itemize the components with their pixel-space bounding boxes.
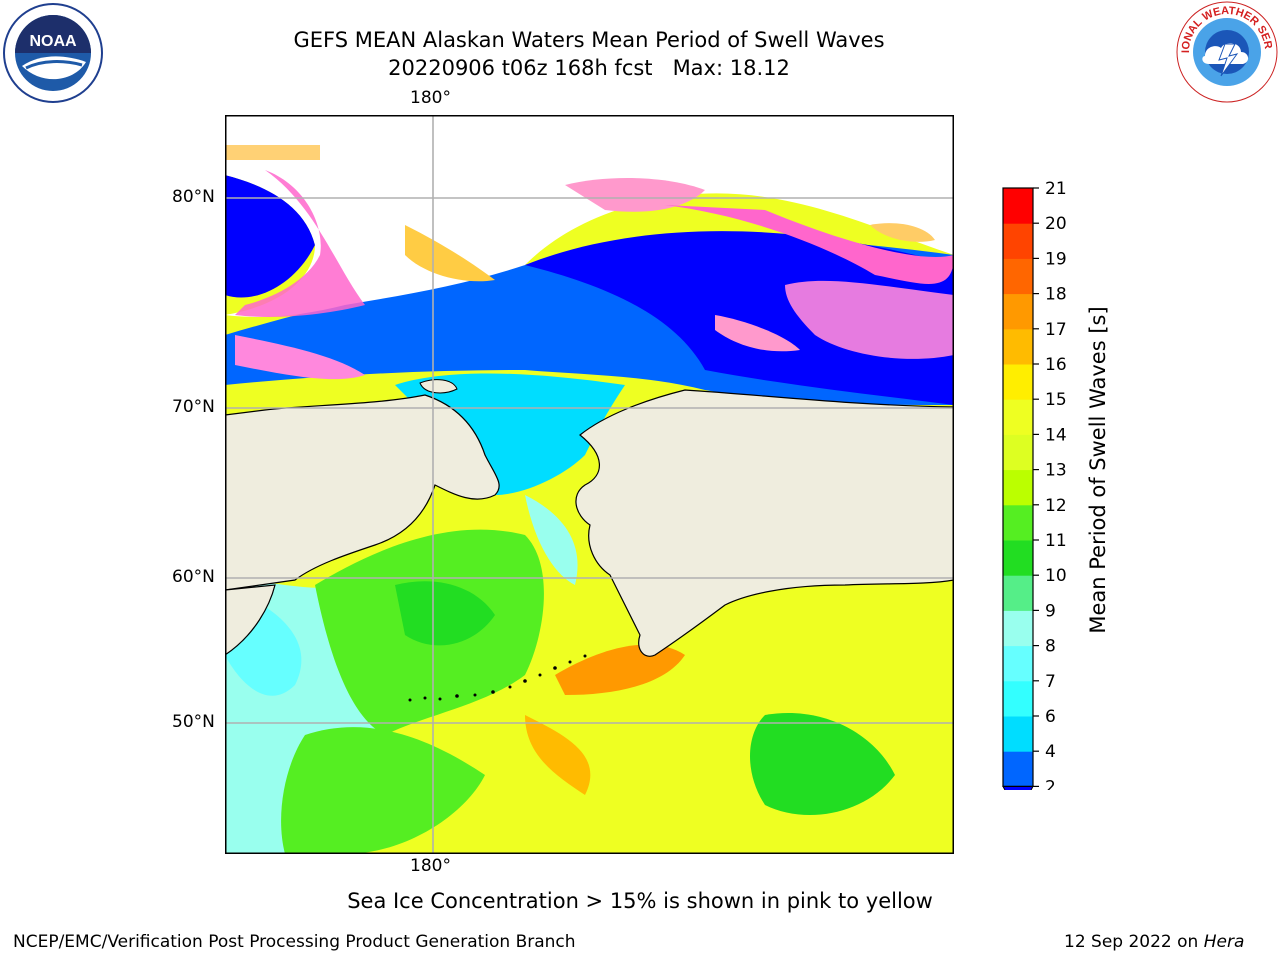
colorbar-tick-label: 16	[1045, 355, 1067, 375]
colorbar-bin	[1003, 645, 1033, 682]
noaa-logo: NOAA	[3, 3, 103, 103]
lat-label-70n: 70°N	[172, 397, 215, 417]
colorbar-tick-label: 14	[1045, 425, 1067, 445]
noaa-logo-text: NOAA	[29, 33, 77, 50]
colorbar-tick-label: 10	[1045, 566, 1067, 586]
colorbar-bin	[1003, 328, 1033, 365]
aleutian-islands	[408, 654, 587, 702]
swell-field-cyan-bering	[525, 495, 578, 585]
lat-label-50n: 50°N	[172, 712, 215, 732]
swell-field-green-south	[281, 727, 485, 854]
swell-field-cyan-chukchi	[395, 373, 625, 495]
colorbar-tick-label: 17	[1045, 320, 1067, 340]
colorbar-bin	[1003, 434, 1033, 471]
colorbar-tick-label: 6	[1045, 707, 1056, 727]
colorbar-bin	[1003, 504, 1033, 541]
footer-date: 12 Sep 2022 on Hera	[1064, 932, 1244, 952]
colorbar-bin	[1003, 188, 1033, 224]
footer-host: Hera	[1203, 932, 1245, 952]
colorbar-tick-label: 21	[1045, 180, 1067, 199]
graticule	[225, 115, 954, 854]
land-alaska	[575, 389, 954, 657]
sea-ice-edge-4	[405, 225, 495, 282]
lon-label-top-180: 180°	[410, 88, 451, 108]
colorbar-bin	[1003, 610, 1033, 647]
colorbar-bin	[1003, 223, 1033, 259]
colorbar-tick-label: 13	[1045, 461, 1067, 481]
colorbar-bin	[1003, 540, 1033, 576]
chart-title: GEFS MEAN Alaskan Waters Mean Period of …	[0, 26, 1178, 82]
no-data-region	[225, 115, 954, 317]
swell-field-darkblue-nw	[225, 175, 315, 298]
colorbar-tick-label: 8	[1045, 637, 1056, 657]
colorbar-tick-label: 2	[1045, 777, 1056, 790]
colorbar-tick-label: 7	[1045, 672, 1056, 692]
title-line-1: GEFS MEAN Alaskan Waters Mean Period of …	[293, 28, 885, 52]
colorbar-bin	[1003, 293, 1033, 330]
swell-field-orange-aleutian	[555, 644, 685, 695]
map-border	[225, 115, 954, 854]
colorbar: 2 4 6 7 8 9 10 11 12 13 14 15 16 17 18 19 20 21	[1002, 180, 1067, 790]
lon-label-bottom-180: 180°	[410, 856, 451, 876]
sea-ice-edge-7	[785, 280, 954, 359]
colorbar-tick-label: 19	[1045, 249, 1067, 269]
land-kamchatka	[225, 584, 276, 656]
swell-field-green-dark	[395, 581, 495, 646]
colorbar-tick-label: 11	[1045, 531, 1067, 551]
colorbar-bin	[1003, 716, 1033, 752]
colorbar-bin	[1003, 575, 1033, 611]
sea-ice-edge-1	[225, 145, 320, 160]
colorbar-bin	[1003, 751, 1033, 787]
sea-ice-edge-5	[565, 178, 705, 212]
nws-logo: NATIONAL WEATHER SERVICE	[1175, 0, 1278, 103]
sea-ice-edge-3	[235, 335, 365, 380]
colorbar-frame	[1002, 187, 1034, 788]
colorbar-bin	[1003, 364, 1033, 400]
colorbar-tick-label: 20	[1045, 214, 1067, 234]
colorbar-tick-label: 18	[1045, 285, 1067, 305]
colorbar-bin	[1003, 258, 1033, 295]
sea-ice-edge-8	[715, 315, 800, 352]
swell-field-green-east	[750, 713, 895, 815]
sea-ice-note: Sea Ice Concentration > 15% is shown in …	[347, 889, 933, 913]
land-chukotka	[225, 394, 500, 591]
colorbar-tick-label: 4	[1045, 742, 1056, 762]
swell-field-darkblue-beaufort	[525, 231, 954, 405]
sea-ice-edge-6	[665, 205, 954, 284]
colorbar-tick-label: 12	[1045, 496, 1067, 516]
lat-label-60n: 60°N	[172, 567, 215, 587]
title-line-2: 20220906 t06z 168h fcst Max: 18.12	[388, 56, 790, 80]
colorbar-tick-label: 15	[1045, 390, 1067, 410]
footer-credit: NCEP/EMC/Verification Post Processing Pr…	[13, 932, 576, 952]
colorbar-bin	[1003, 399, 1033, 435]
colorbar-bin	[1003, 469, 1033, 506]
map-panel	[225, 115, 954, 854]
colorbar-tick-label: 9	[1045, 601, 1056, 621]
footer-date-text: 12 Sep 2022 on	[1064, 932, 1204, 952]
sea-ice-edge-2	[235, 170, 365, 317]
swell-field-orange-south	[525, 715, 591, 795]
lat-label-80n: 80°N	[172, 187, 215, 207]
colorbar-bin	[1003, 680, 1033, 717]
sea-ice-edge-9	[870, 223, 935, 242]
colorbar-title: Mean Period of Swell Waves [s]	[1086, 306, 1110, 634]
